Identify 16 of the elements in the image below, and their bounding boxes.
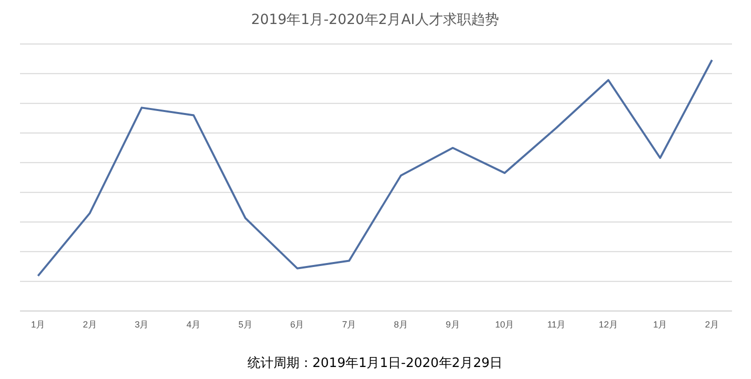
text: 统计周期：2019年1月1日-2020年2月29日	[247, 356, 503, 371]
x-tick-label: 2月	[704, 319, 720, 330]
x-tick-label: 1月	[30, 319, 46, 330]
x-tick-label: 7月	[342, 319, 356, 330]
x-tick-label: 3月	[134, 319, 149, 330]
x-tick-label: 9月	[446, 319, 460, 330]
x-tick-label: 6月	[290, 319, 304, 330]
x-tick-label: 12月	[598, 319, 618, 330]
x-tick-label: 1月	[653, 319, 668, 330]
x-tick-label: 11月	[547, 319, 566, 330]
x-tick-label: 2月	[82, 319, 97, 330]
chart-title: 2019年1月-2020年2月AI人才求职趋势	[251, 12, 499, 28]
x-tick-label: 5月	[238, 319, 252, 330]
x-tick-label: 8月	[394, 319, 408, 330]
x-tick-label: 10月	[495, 319, 514, 330]
x-tick-label: 4月	[186, 319, 201, 330]
